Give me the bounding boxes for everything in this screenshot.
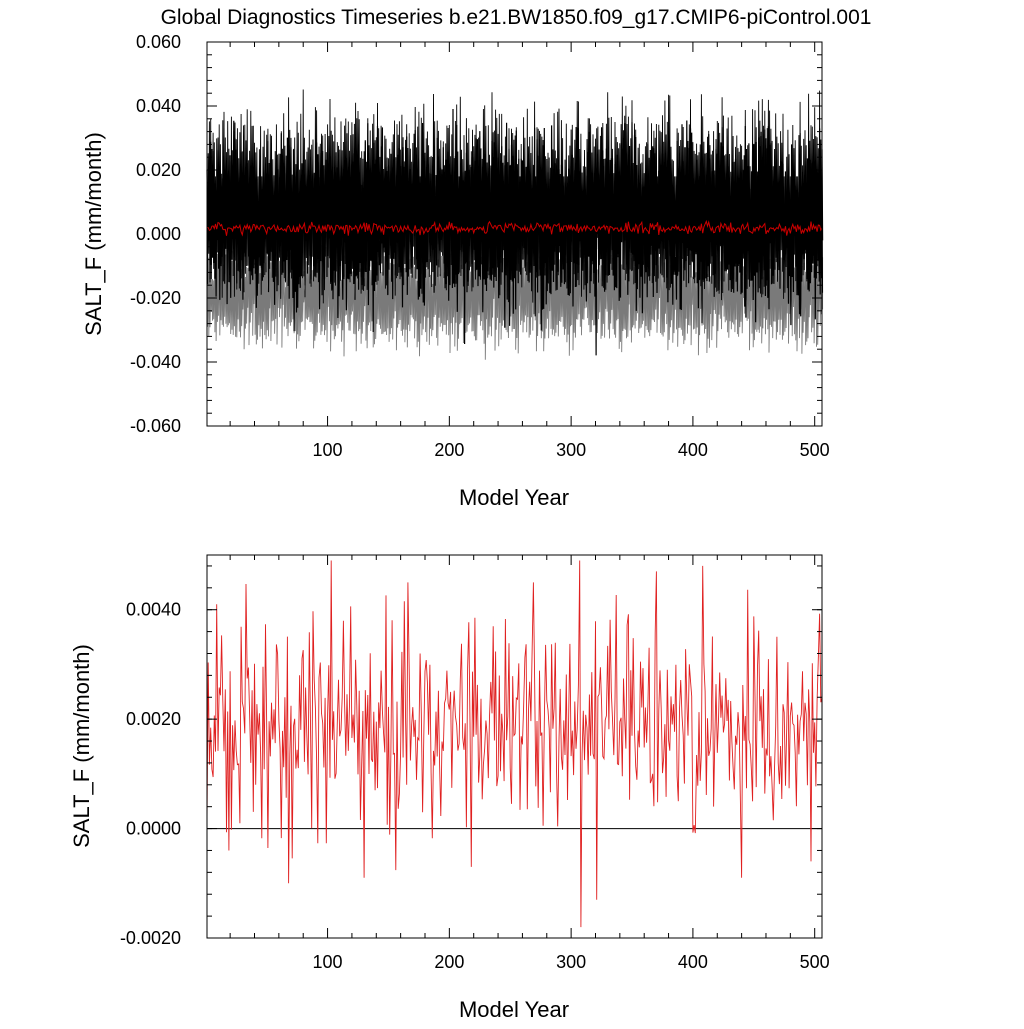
- top-annual-mean-series: [206, 219, 823, 237]
- top-y-tick-label: -0.040: [130, 352, 181, 372]
- bottom-x-tick-label: 300: [556, 952, 586, 972]
- top-x-tick-label: 300: [556, 440, 586, 460]
- top-x-tick-label: 100: [313, 440, 343, 460]
- bottom-y-tick-label: 0.0000: [126, 819, 181, 839]
- top-y-tick-label: -0.060: [130, 416, 181, 436]
- bottom-axes: 100 200 300 400 500 -0.0020 0.0000 0.0020 0.0040: [120, 554, 830, 972]
- top-x-axis-label: Model Year: [459, 485, 569, 510]
- top-x-tick-label: 400: [678, 440, 708, 460]
- bottom-y-axis-label: SALT_F (mm/month): [69, 644, 94, 848]
- top-axes: 100 200 300 400 500 -0.060 -0.040 -0.020 0.000 0.…: [130, 32, 830, 460]
- top-plot-area: [206, 89, 824, 360]
- bottom-x-tick-label: 200: [434, 952, 464, 972]
- top-y-tick-label: -0.020: [130, 288, 181, 308]
- bottom-x-tick-label: 100: [313, 952, 343, 972]
- bottom-y-tick-label: 0.0020: [126, 709, 181, 729]
- top-x-tick-label: 500: [800, 440, 830, 460]
- bottom-x-tick-label: 500: [800, 952, 830, 972]
- bottom-y-tick-label: -0.0020: [120, 928, 181, 948]
- bottom-y-tick-label: 0.0040: [126, 600, 181, 620]
- bottom-frame: [206, 554, 823, 939]
- bottom-plot-area: [206, 560, 823, 928]
- top-panel: 100 200 300 400 500 -0.060 -0.040 -0.020 0.000 0.…: [81, 32, 830, 510]
- top-y-axis-label: SALT_F (mm/month): [81, 132, 106, 336]
- top-y-tick-label: 0.020: [136, 160, 181, 180]
- bottom-annual-mean-series: [206, 560, 823, 928]
- bottom-panel: 100 200 300 400 500 -0.0020 0.0000 0.0020 0.0040…: [69, 554, 830, 1022]
- top-x-tick-label: 200: [434, 440, 464, 460]
- top-y-tick-label: 0.060: [136, 32, 181, 52]
- figure-title: Global Diagnostics Timeseries b.e21.BW18…: [161, 6, 872, 29]
- top-y-tick-label: 0.040: [136, 96, 181, 116]
- top-y-tick-label: 0.000: [136, 224, 181, 244]
- bottom-x-axis-label: Model Year: [459, 997, 569, 1022]
- bottom-x-tick-label: 400: [678, 952, 708, 972]
